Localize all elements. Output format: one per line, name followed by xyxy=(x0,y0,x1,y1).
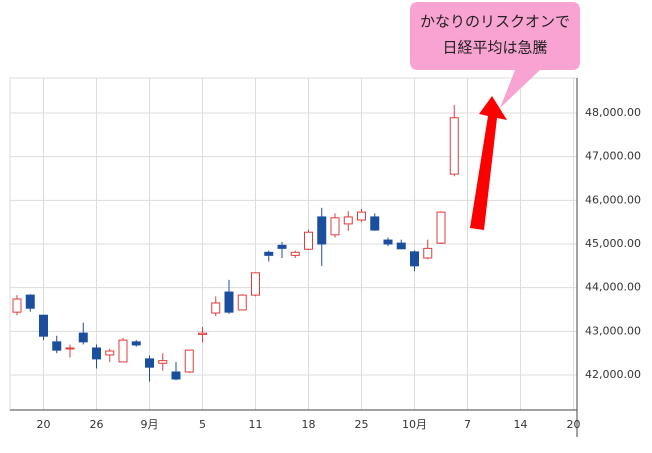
candle-body xyxy=(277,244,287,249)
candle-body xyxy=(145,358,154,368)
y-tick-label: 45,000.00 xyxy=(585,237,641,250)
candle-body xyxy=(449,117,459,175)
candle-body xyxy=(304,231,313,250)
y-tick-label: 43,000.00 xyxy=(585,324,641,337)
candle-body xyxy=(78,332,88,343)
callout xyxy=(410,2,580,108)
x-tick-label: 20 xyxy=(37,418,51,431)
annotation-line: 日経平均は急騰 xyxy=(442,39,547,57)
x-tick-label: 5 xyxy=(199,418,206,431)
y-tick-label: 42,000.00 xyxy=(585,368,641,381)
candle-body xyxy=(410,251,419,267)
candle-body xyxy=(184,349,194,373)
candle-body xyxy=(52,341,62,351)
candle-body xyxy=(396,242,406,250)
candle-body xyxy=(158,360,168,364)
x-tick-label: 20 xyxy=(567,418,581,431)
candle-body xyxy=(290,251,300,256)
candle-body xyxy=(383,239,393,245)
y-tick-label: 48,000.00 xyxy=(585,106,641,119)
candle-body xyxy=(357,211,366,221)
candle-body xyxy=(251,272,260,296)
x-tick-label: 11 xyxy=(249,418,263,431)
candle-body xyxy=(224,291,234,313)
candle-body xyxy=(330,217,340,236)
y-tick-label: 46,000.00 xyxy=(585,193,641,206)
x-tick-label: 9月 xyxy=(141,418,159,431)
candle-body xyxy=(343,216,353,225)
x-tick-label: 26 xyxy=(90,418,104,431)
candle-body xyxy=(436,211,446,244)
x-tick-label: 18 xyxy=(302,418,316,431)
candle-body xyxy=(118,339,128,363)
arrow xyxy=(470,96,507,230)
candle-body xyxy=(211,302,221,314)
candle-body xyxy=(198,332,207,335)
candle-body xyxy=(264,251,274,256)
candle-body xyxy=(92,347,101,360)
candle-body xyxy=(423,247,433,259)
x-tick-label: 7 xyxy=(464,418,471,431)
x-tick-label: 14 xyxy=(514,418,528,431)
candle-body xyxy=(25,294,35,309)
candle-body xyxy=(237,294,247,311)
candle-body xyxy=(370,216,380,231)
candle-body xyxy=(171,371,181,380)
candle-body xyxy=(317,216,327,245)
annotation-line: かなりのリスクオンで xyxy=(420,13,570,31)
x-tick-label: 25 xyxy=(355,418,369,431)
y-tick-label: 44,000.00 xyxy=(585,281,641,294)
x-tick-label: 10月 xyxy=(402,418,427,431)
y-tick-label: 47,000.00 xyxy=(585,150,641,163)
candle-body xyxy=(12,298,22,313)
candle-body xyxy=(65,347,75,350)
candle-body xyxy=(131,341,141,346)
candle-body xyxy=(39,314,48,337)
candle-body xyxy=(105,350,115,356)
